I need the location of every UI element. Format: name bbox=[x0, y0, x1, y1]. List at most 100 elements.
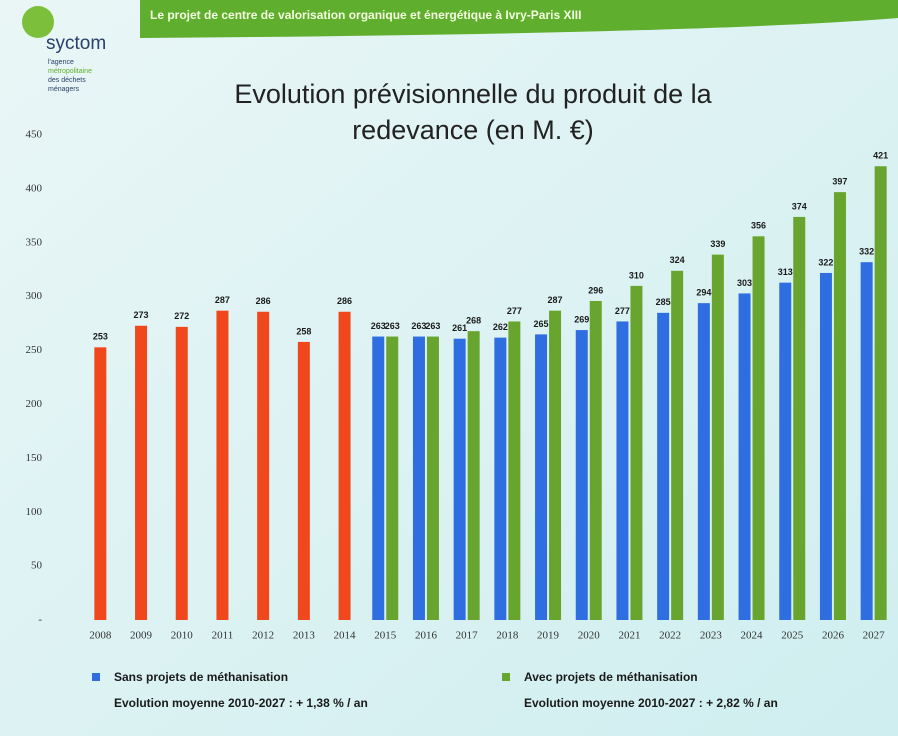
value-label: 263 bbox=[411, 321, 426, 331]
x-tick-label: 2013 bbox=[293, 630, 316, 642]
legend-label: Avec projets de méthanisation bbox=[524, 670, 698, 684]
logo-line: métropolitaine bbox=[48, 68, 92, 75]
bar bbox=[861, 262, 873, 620]
value-label: 263 bbox=[385, 321, 400, 331]
bar bbox=[671, 271, 683, 620]
x-tick-label: 2024 bbox=[741, 630, 764, 642]
y-tick-label: 100 bbox=[26, 506, 43, 518]
value-label: 263 bbox=[425, 321, 440, 331]
bar bbox=[535, 334, 547, 620]
legend-swatch bbox=[502, 673, 510, 681]
bar bbox=[176, 327, 188, 620]
slide: Le projet de centre de valorisation orga… bbox=[0, 0, 898, 736]
x-tick-label: 2022 bbox=[659, 630, 681, 642]
value-label: 261 bbox=[452, 323, 467, 333]
bar bbox=[590, 301, 602, 620]
bar bbox=[820, 273, 832, 620]
x-tick-label: 2015 bbox=[374, 630, 397, 642]
bar bbox=[576, 330, 588, 620]
bar bbox=[216, 311, 228, 620]
chart-title: Evolution prévisionnelle du produit de l… bbox=[234, 79, 712, 109]
x-tick-label: 2016 bbox=[415, 630, 438, 642]
value-label: 268 bbox=[466, 316, 481, 326]
bar bbox=[712, 255, 724, 620]
value-label: 310 bbox=[629, 270, 644, 280]
logo-line: ménagers bbox=[48, 86, 80, 93]
y-tick-label: 150 bbox=[26, 452, 43, 464]
y-tick-label: 450 bbox=[26, 129, 43, 141]
x-tick-label: 2026 bbox=[822, 630, 845, 642]
x-tick-label: 2012 bbox=[252, 630, 274, 642]
x-tick-label: 2025 bbox=[781, 630, 804, 642]
value-label: 332 bbox=[859, 247, 874, 257]
value-label: 285 bbox=[656, 297, 671, 307]
x-tick-label: 2008 bbox=[89, 630, 112, 642]
bar bbox=[753, 236, 765, 620]
value-label: 296 bbox=[588, 285, 603, 295]
bar bbox=[834, 192, 846, 620]
legend-note: Evolution moyenne 2010-2027 : + 2,82 % /… bbox=[524, 696, 778, 710]
value-label: 272 bbox=[174, 311, 189, 321]
bar bbox=[94, 347, 106, 620]
y-tick-label: 400 bbox=[26, 182, 43, 194]
value-label: 258 bbox=[296, 326, 311, 336]
x-tick-label: 2011 bbox=[212, 630, 234, 642]
legend-swatch bbox=[92, 673, 100, 681]
bar bbox=[339, 312, 351, 620]
value-label: 339 bbox=[710, 239, 725, 249]
x-tick-label: 2017 bbox=[456, 630, 479, 642]
bar bbox=[698, 303, 710, 620]
bar bbox=[386, 337, 398, 620]
y-tick-label: 200 bbox=[26, 398, 43, 410]
value-label: 286 bbox=[256, 296, 271, 306]
logo-line: des déchets bbox=[48, 77, 86, 84]
y-tick-label: 350 bbox=[26, 236, 43, 248]
bar bbox=[616, 321, 628, 620]
value-label: 277 bbox=[507, 306, 522, 316]
value-label: 263 bbox=[371, 321, 386, 331]
bar bbox=[508, 321, 520, 620]
y-tick-label: 50 bbox=[31, 560, 43, 572]
bar bbox=[779, 283, 791, 620]
value-label: 313 bbox=[778, 267, 793, 277]
bar bbox=[875, 166, 887, 620]
value-label: 322 bbox=[818, 257, 833, 267]
bar bbox=[793, 217, 805, 620]
x-tick-label: 2019 bbox=[537, 630, 560, 642]
x-tick-label: 2009 bbox=[130, 630, 153, 642]
bar bbox=[739, 293, 751, 620]
value-label: 421 bbox=[873, 151, 888, 161]
y-tick-label: - bbox=[38, 614, 42, 626]
bar bbox=[372, 337, 384, 620]
x-tick-label: 2023 bbox=[700, 630, 723, 642]
bar bbox=[298, 342, 310, 620]
y-tick-label: 300 bbox=[26, 290, 43, 302]
value-label: 262 bbox=[493, 322, 508, 332]
bar bbox=[413, 337, 425, 620]
value-label: 324 bbox=[670, 255, 685, 265]
value-label: 294 bbox=[696, 288, 711, 298]
banner-text: Le projet de centre de valorisation orga… bbox=[150, 8, 581, 22]
value-label: 374 bbox=[792, 201, 807, 211]
bar bbox=[657, 313, 669, 620]
logo-line: l'agence bbox=[48, 59, 74, 66]
x-tick-label: 2027 bbox=[863, 630, 886, 642]
bar bbox=[257, 312, 269, 620]
bar bbox=[468, 331, 480, 620]
logo-text: syctom bbox=[46, 33, 106, 54]
value-label: 265 bbox=[534, 319, 549, 329]
bar bbox=[427, 337, 439, 620]
x-tick-label: 2014 bbox=[334, 630, 357, 642]
value-label: 286 bbox=[337, 296, 352, 306]
legend-label: Sans projets de méthanisation bbox=[114, 670, 288, 684]
value-label: 303 bbox=[737, 278, 752, 288]
y-tick-label: 250 bbox=[26, 344, 43, 356]
value-label: 397 bbox=[832, 176, 847, 186]
value-label: 356 bbox=[751, 221, 766, 231]
value-label: 273 bbox=[134, 310, 149, 320]
value-label: 287 bbox=[215, 295, 230, 305]
value-label: 253 bbox=[93, 332, 108, 342]
value-label: 287 bbox=[548, 295, 563, 305]
x-tick-label: 2021 bbox=[618, 630, 640, 642]
bar bbox=[630, 286, 642, 620]
